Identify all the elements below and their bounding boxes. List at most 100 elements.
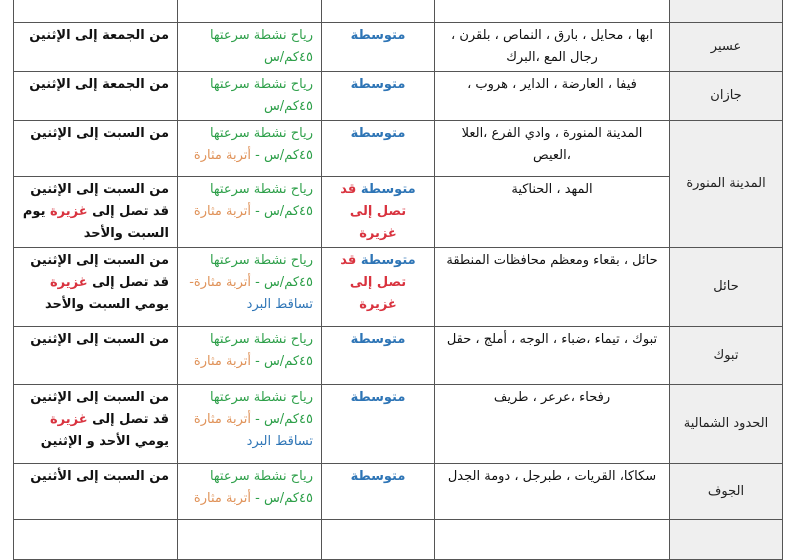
phenomena-cell-text: رياح نشطة سرعتها ٤٥كم/س - xyxy=(209,182,313,219)
phenomena-cell xyxy=(177,519,322,560)
table-row: المدينة المنورة المدينة المنورة ، وادي ال… xyxy=(13,120,783,248)
phenomena-cell: رياح نشطة سرعتها ٤٥كم/س xyxy=(177,22,322,72)
duration-cell-text: غزيرة xyxy=(49,204,88,219)
cities-cell-text: رفحاء ،عرعر ، طريف xyxy=(493,390,611,405)
intensity-cell-text: متوسطة xyxy=(350,28,406,43)
phenomena-cell: رياح نشطة سرعتها ٤٥كم/س - أتربة مثارة تس… xyxy=(177,384,322,464)
table-row: حائل حائل ، بقعاء ومعظم محافظات المنطقة مت… xyxy=(13,247,783,327)
duration-cell-text: من الجمعة إلى الإثنين xyxy=(29,77,169,92)
intensity-cell: متوسطة xyxy=(321,326,435,385)
phenomena-cell: رياح نشطة سرعتها ٤٥كم/س - أتربة مثارة xyxy=(177,176,322,248)
table-row xyxy=(13,519,783,560)
phenomena-cell: رياح نشطة سرعتها ٤٥كم/س - أتربة مثارة xyxy=(177,120,322,177)
phenomena-cell xyxy=(177,0,322,23)
duration-cell-text: يومي السبت والأحد xyxy=(44,297,169,312)
cities-cell: رفحاء ،عرعر ، طريف xyxy=(434,384,670,464)
cities-cell: سكاكا، القريات ، طبرجل ، دومة الجدل xyxy=(434,463,670,520)
intensity-cell xyxy=(321,519,435,560)
phenomena-cell-text: رياح نشطة سرعتها ٤٥كم/س xyxy=(209,28,313,65)
phenomena-cell-text: رياح نشطة سرعتها ٤٥كم/س - xyxy=(209,126,313,163)
duration-cell: من السبت إلى الإثنين قد تصل إلى غزيرة يو… xyxy=(13,176,178,248)
intensity-cell-text: متوسطة xyxy=(350,332,406,347)
table-row: الحدود الشمالية رفحاء ،عرعر ، طريف متوسطة ر… xyxy=(13,384,783,464)
region-cell: حائل xyxy=(669,247,783,327)
intensity-cell xyxy=(321,0,435,23)
cities-cell-text: المدينة المنورة ، وادي الفرع ،العلا ،الع… xyxy=(461,126,643,163)
duration-cell-text: من السبت إلى الإثنين قد تصل إلى xyxy=(30,253,169,290)
phenomena-cell-text: رياح نشطة سرعتها ٤٥كم/س - xyxy=(209,469,313,506)
duration-cell: من السبت إلى الإثنين قد تصل إلى غزيرة يو… xyxy=(13,247,178,327)
phenomena-cell-text: أتربة مثارة xyxy=(193,204,251,219)
duration-cell-text: من السبت إلى الأثنين xyxy=(30,469,169,484)
cities-cell: فيفا ، العارضة ، الداير ، هروب ، xyxy=(434,71,670,121)
duration-cell-text: يومي الأحد و الإثنين xyxy=(40,434,169,449)
intensity-cell-text: قد تصل إلى غزيرة xyxy=(340,253,407,312)
phenomena-cell: رياح نشطة سرعتها ٤٥كم/س - أتربة مثارة xyxy=(177,463,322,520)
intensity-cell: متوسطة قد تصل إلى غزيرة xyxy=(321,247,435,327)
intensity-cell: متوسطة xyxy=(321,22,435,72)
phenomena-cell-text: أتربة مثارة xyxy=(193,354,251,369)
cities-cell-text: المهد ، الحناكية xyxy=(511,182,593,197)
cities-cell: حائل ، بقعاء ومعظم محافظات المنطقة xyxy=(434,247,670,327)
table-row: والأحد xyxy=(13,0,783,23)
cities-cell: ابها ، محايل ، بارق ، النماص ، بلقرن ، ر… xyxy=(434,22,670,72)
phenomena-cell-text: رياح نشطة سرعتها ٤٥كم/س - xyxy=(209,332,313,369)
intensity-cell: متوسطة xyxy=(321,384,435,464)
table-body: والأحد عسير ابها ، محايل ، بارق ، النماص ،… xyxy=(13,0,783,560)
region-cell: تبوك xyxy=(669,326,783,385)
phenomena-cell-text: رياح نشطة سرعتها ٤٥كم/س - xyxy=(209,390,313,427)
intensity-cell-text: متوسطة xyxy=(350,390,406,405)
cities-cell-text: ابها ، محايل ، بارق ، النماص ، بلقرن ، ر… xyxy=(451,28,653,65)
cities-cell-text: فيفا ، العارضة ، الداير ، هروب ، xyxy=(467,77,637,92)
cities-cell xyxy=(434,0,670,23)
duration-cell: من السبت إلى الأثنين xyxy=(13,463,178,520)
phenomena-cell-text: أتربة مثارة xyxy=(193,491,251,506)
table-row: المهد ، الحناكية متوسطة قد تصل إلى غزيرة ر… xyxy=(13,176,783,248)
intensity-cell: متوسطة xyxy=(321,120,435,177)
phenomena-cell-text: أتربة مثارة- xyxy=(189,275,251,290)
phenomena-cell-text: أتربة مثارة xyxy=(193,148,251,163)
region-cell: الجوف xyxy=(669,463,783,520)
duration-cell: من الجمعة إلى الإثنين xyxy=(13,71,178,121)
region-cell: الحدود الشمالية xyxy=(669,384,783,464)
phenomena-cell-text: رياح نشطة سرعتها ٤٥كم/س xyxy=(209,77,313,114)
duration-cell-text: من الجمعة إلى الإثنين xyxy=(29,28,169,43)
duration-cell: من السبت إلى الإثنين قد تصل إلى غزيرة يو… xyxy=(13,384,178,464)
region-cell xyxy=(669,0,783,23)
duration-cell xyxy=(13,519,178,560)
duration-cell-text: يوم السبت والأحد xyxy=(22,204,169,241)
intensity-cell-text: متوسطة xyxy=(350,77,406,92)
cities-cell: المهد ، الحناكية xyxy=(434,176,670,248)
phenomena-cell: رياح نشطة سرعتها ٤٥كم/س - أتربة مثارة xyxy=(177,326,322,385)
cities-cell-text: حائل ، بقعاء ومعظم محافظات المنطقة xyxy=(446,253,658,268)
cities-cell-text: تبوك ، تيماء ،ضباء ، الوجه ، أملج ، حقل xyxy=(446,332,658,347)
intensity-cell-text: قد تصل إلى غزيرة xyxy=(340,182,407,241)
phenomena-cell-text: رياح نشطة سرعتها ٤٥كم/س - xyxy=(209,253,313,290)
table-row: الجوف سكاكا، القريات ، طبرجل ، دومة الجدل… xyxy=(13,463,783,520)
duration-cell-text: من السبت إلى الإثنين xyxy=(30,126,169,141)
table-row: جازان فيفا ، العارضة ، الداير ، هروب ، متو… xyxy=(13,71,783,121)
phenomena-cell-text: تساقط البرد xyxy=(246,434,313,449)
table-row: عسير ابها ، محايل ، بارق ، النماص ، بلقرن… xyxy=(13,22,783,72)
intensity-cell: متوسطة xyxy=(321,463,435,520)
duration-cell: من السبت إلى الإثنين xyxy=(13,120,178,177)
duration-cell: من السبت إلى الإثنين xyxy=(13,326,178,385)
region-cell: جازان xyxy=(669,71,783,121)
cities-cell: المدينة المنورة ، وادي الفرع ،العلا ،الع… xyxy=(434,120,670,177)
intensity-cell-text: متوسطة xyxy=(350,126,406,141)
duration-cell: من الجمعة إلى الإثنين xyxy=(13,22,178,72)
region-cell: عسير xyxy=(669,22,783,72)
phenomena-cell-text: أتربة مثارة xyxy=(193,412,251,427)
region-cell xyxy=(669,519,783,560)
cities-cell xyxy=(434,519,670,560)
intensity-cell: متوسطة قد تصل إلى غزيرة xyxy=(321,176,435,248)
duration-cell-text: من السبت إلى الإثنين قد تصل إلى xyxy=(30,390,169,427)
intensity-cell-text: متوسطة xyxy=(356,253,416,268)
duration-cell-text: من السبت إلى الإثنين xyxy=(30,332,169,347)
intensity-cell: متوسطة xyxy=(321,71,435,121)
phenomena-cell: رياح نشطة سرعتها ٤٥كم/س - أتربة مثارة- ت… xyxy=(177,247,322,327)
duration-cell-text: غزيرة xyxy=(49,412,88,427)
duration-cell-text: من السبت إلى الإثنين قد تصل إلى xyxy=(30,182,169,219)
intensity-cell-text: متوسطة xyxy=(356,182,416,197)
region-cell: المدينة المنورة xyxy=(669,120,783,248)
